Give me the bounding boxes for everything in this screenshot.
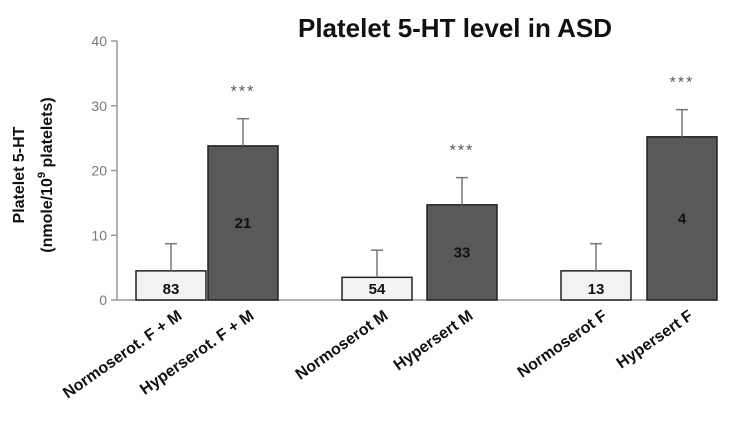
x-tick-label: Hypersert M xyxy=(391,307,477,374)
y-tick-label: 0 xyxy=(99,292,107,308)
sample-size-label: 33 xyxy=(454,244,471,261)
sample-size-label: 4 xyxy=(678,210,687,227)
x-tick-label: Normoserot M xyxy=(293,307,392,383)
axes: 0 10 20 30 40 xyxy=(91,33,717,308)
y-tick-label: 20 xyxy=(91,163,107,179)
y-axis-label-line2: (nmole/109 platelets) xyxy=(36,97,56,253)
bar xyxy=(646,136,718,301)
x-tick-label: Hypersert F xyxy=(614,307,697,372)
y-axis-label: Platelet 5-HT (nmole/109 platelets) xyxy=(11,97,56,253)
y-tick-label: 10 xyxy=(91,227,107,243)
bar xyxy=(135,270,207,301)
sample-size-label: 83 xyxy=(163,281,180,298)
significance-marker: *** xyxy=(670,75,695,92)
significance-marker: *** xyxy=(231,84,256,101)
sample-size-label: 21 xyxy=(235,215,252,232)
y-tick-label: 30 xyxy=(91,98,107,114)
y-axis-label-line1: Platelet 5-HT xyxy=(11,126,28,223)
significance-marker: *** xyxy=(450,143,475,160)
x-tick-label: Normoserot. F + M xyxy=(60,307,185,402)
sample-size-label: 54 xyxy=(369,281,386,298)
bar xyxy=(207,145,279,301)
x-tick-label: Normoserot F xyxy=(515,307,611,381)
y-tick-label: 40 xyxy=(91,33,107,49)
chart-title: Platelet 5-HT level in ASD xyxy=(298,13,612,43)
sample-size-label: 13 xyxy=(588,281,605,298)
bar xyxy=(426,204,498,301)
bars xyxy=(135,108,718,301)
